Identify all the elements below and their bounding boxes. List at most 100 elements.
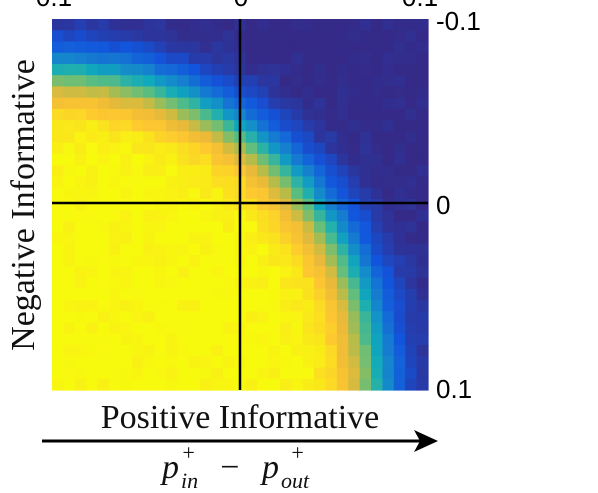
heatmap-cell <box>393 277 406 290</box>
heatmap-cell <box>302 86 315 99</box>
heatmap-cell <box>52 153 64 166</box>
heatmap-cell <box>108 300 121 312</box>
heatmap-cell <box>279 108 292 121</box>
heatmap-cell <box>86 277 99 290</box>
heatmap-cell <box>371 120 384 133</box>
heatmap-cell <box>393 165 406 177</box>
heatmap-cell <box>222 378 235 391</box>
heatmap-cell <box>97 367 110 380</box>
heatmap-cell <box>143 300 156 312</box>
heatmap-cell <box>74 19 87 31</box>
heatmap-cell <box>74 300 87 312</box>
heatmap-cell <box>74 153 87 166</box>
heatmap-cell <box>302 165 315 177</box>
heatmap-cell <box>416 255 429 267</box>
heatmap-cell <box>257 30 270 43</box>
heatmap-cell <box>371 41 384 54</box>
heatmap-cell <box>131 176 144 189</box>
heatmap-cell <box>291 75 304 88</box>
heatmap-cell <box>279 75 292 88</box>
heatmap-cell <box>359 345 372 357</box>
heatmap-cell <box>268 75 281 88</box>
heatmap-cell <box>63 333 76 346</box>
heatmap-cell <box>279 288 292 301</box>
heatmap-cell <box>257 266 270 279</box>
heatmap-cell <box>268 333 281 346</box>
heatmap-cell <box>63 131 76 144</box>
heatmap-cell <box>359 356 372 369</box>
heatmap-cell <box>177 63 190 76</box>
heatmap-cell <box>120 165 133 177</box>
heatmap-cell <box>222 86 235 99</box>
heatmap-cell <box>302 367 315 380</box>
heatmap-cell <box>416 41 429 54</box>
heatmap-cell <box>257 232 270 245</box>
heatmap-cell <box>325 165 338 177</box>
heatmap-cell <box>405 266 418 279</box>
heatmap-cell <box>245 277 258 290</box>
heatmap-cell <box>188 277 201 290</box>
heatmap-cell <box>74 120 87 133</box>
heatmap-cell <box>268 86 281 99</box>
heatmap-cell <box>302 153 315 166</box>
heatmap-cell <box>279 198 292 211</box>
heatmap-cell <box>188 41 201 54</box>
heatmap-cell <box>405 108 418 121</box>
heatmap-cell <box>165 131 178 144</box>
heatmap-cell <box>314 288 327 301</box>
heatmap-cell <box>325 30 338 43</box>
heatmap-cell <box>325 378 338 391</box>
heatmap-cell <box>108 86 121 99</box>
heatmap-cell <box>416 153 429 166</box>
heatmap-cell <box>143 243 156 256</box>
heatmap-cell <box>257 322 270 335</box>
heatmap-cell <box>222 277 235 290</box>
heatmap-cell <box>63 30 76 43</box>
heatmap-cell <box>200 176 213 189</box>
heatmap-cell <box>143 322 156 335</box>
heatmap-cell <box>222 333 235 346</box>
heatmap-cell <box>382 131 395 144</box>
heatmap-cell <box>131 41 144 54</box>
heatmap-cell <box>257 333 270 346</box>
heatmap-cell <box>371 187 384 200</box>
heatmap-cell <box>52 345 64 357</box>
heatmap-cell <box>200 165 213 177</box>
heatmap-cell <box>371 142 384 155</box>
heatmap-cell <box>211 120 224 133</box>
heatmap-cell <box>131 210 144 222</box>
heatmap-cell <box>177 108 190 121</box>
heatmap-cell <box>382 108 395 121</box>
heatmap-cell <box>348 131 361 144</box>
heatmap-cell <box>359 367 372 380</box>
heatmap-cell <box>211 378 224 391</box>
heatmap-cell <box>143 19 156 31</box>
heatmap-cell <box>325 311 338 324</box>
heatmap-cell <box>86 153 99 166</box>
heatmap-cell <box>336 142 349 155</box>
heatmap-cell <box>382 187 395 200</box>
heatmap-cell <box>393 345 406 357</box>
heatmap-cell <box>97 176 110 189</box>
heatmap-cell <box>359 75 372 88</box>
heatmap-cell <box>108 266 121 279</box>
heatmap-cell <box>359 198 372 211</box>
heatmap-cell <box>371 255 384 267</box>
heatmap-cell <box>63 153 76 166</box>
heatmap-cell <box>393 210 406 222</box>
heatmap-cell <box>291 345 304 357</box>
heatmap-cell <box>336 322 349 335</box>
heatmap-cell <box>348 108 361 121</box>
heatmap-cell <box>154 288 167 301</box>
heatmap-cell <box>143 311 156 324</box>
heatmap-cell <box>382 142 395 155</box>
heatmap-cell <box>268 97 281 110</box>
heatmap-cell <box>165 30 178 43</box>
heatmap-cell <box>302 142 315 155</box>
heatmap-cell <box>314 333 327 346</box>
heatmap-cell <box>268 266 281 279</box>
heatmap-cell <box>359 311 372 324</box>
heatmap-cell <box>131 311 144 324</box>
heatmap-cell <box>177 277 190 290</box>
heatmap-cell <box>131 367 144 380</box>
